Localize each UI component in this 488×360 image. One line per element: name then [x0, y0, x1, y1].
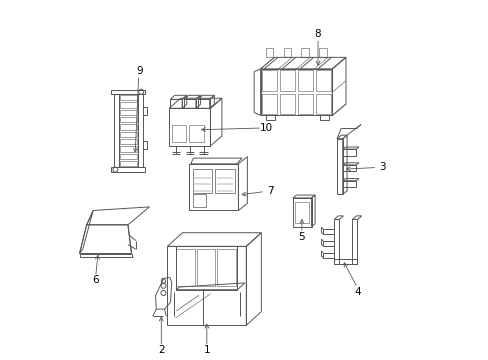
Bar	[120, 110, 137, 115]
Bar	[172, 125, 186, 141]
Bar	[120, 139, 137, 144]
Bar	[111, 167, 145, 172]
Bar	[196, 249, 215, 286]
Bar	[113, 94, 119, 167]
Bar	[183, 99, 196, 108]
Bar	[120, 161, 137, 166]
Bar	[120, 147, 137, 152]
Bar	[111, 90, 145, 94]
Bar	[138, 94, 142, 167]
Bar	[120, 154, 137, 159]
Bar	[176, 249, 195, 286]
Bar	[294, 202, 309, 223]
Bar	[262, 94, 277, 114]
Text: 2: 2	[158, 345, 164, 355]
Bar	[142, 141, 146, 149]
Text: 4: 4	[353, 287, 360, 297]
Bar	[170, 99, 182, 108]
Text: 9: 9	[136, 66, 143, 76]
Bar	[319, 48, 326, 57]
Text: 7: 7	[266, 186, 273, 197]
Bar	[189, 125, 203, 141]
Bar	[315, 94, 330, 114]
Bar	[217, 249, 235, 286]
Bar	[120, 132, 137, 137]
Bar	[280, 70, 294, 91]
Bar	[215, 168, 234, 193]
Text: 8: 8	[314, 29, 321, 39]
Bar	[315, 70, 330, 91]
Bar	[192, 168, 212, 193]
Bar	[319, 116, 328, 120]
Bar	[283, 48, 290, 57]
Bar	[265, 48, 273, 57]
Text: 3: 3	[379, 162, 385, 172]
Text: 5: 5	[298, 232, 305, 242]
Bar	[192, 194, 206, 207]
Bar	[120, 102, 137, 108]
Bar	[120, 117, 137, 122]
Bar	[297, 94, 312, 114]
Bar	[297, 70, 312, 91]
Bar	[120, 125, 137, 130]
Bar	[120, 95, 137, 100]
Text: 1: 1	[203, 345, 210, 355]
Bar	[265, 116, 274, 120]
Text: 10: 10	[260, 123, 273, 133]
Bar	[292, 198, 311, 226]
Bar	[142, 107, 146, 114]
Text: 6: 6	[92, 275, 99, 285]
Bar	[301, 48, 308, 57]
Bar	[262, 70, 277, 91]
Bar	[197, 99, 209, 108]
Bar	[280, 94, 294, 114]
